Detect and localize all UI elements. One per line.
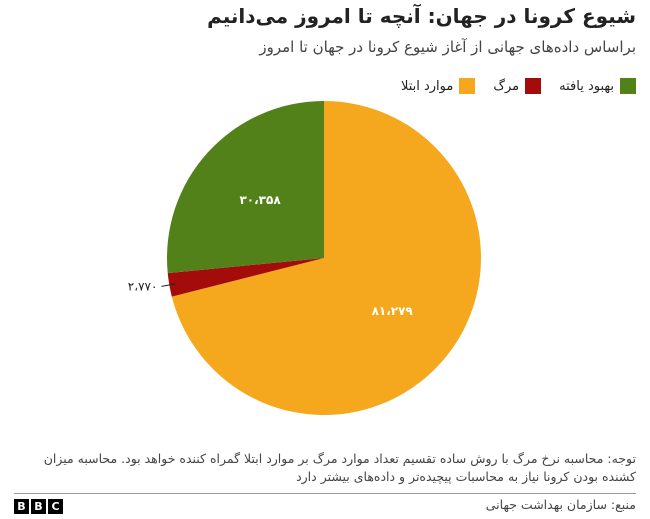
chart-note: توجه: محاسبه نرخ مرگ با روش ساده تقسیم ت… (43, 451, 636, 484)
pie-label-cases: ۸۱،۲۷۹ (372, 304, 414, 318)
legend-swatch-recovered (620, 78, 636, 94)
legend-item-cases: موارد ابتلا (400, 78, 476, 94)
pie-slice-deaths (167, 258, 324, 297)
bbc-logo-letter: B (14, 499, 29, 514)
legend-item-recovered: بهبود یافته (559, 78, 636, 94)
source-text: منبع: سازمان بهداشت جهانی (485, 497, 636, 512)
pie-leader-line (161, 283, 176, 287)
bbc-logo-letter: C (48, 499, 63, 514)
footer-divider (14, 493, 636, 494)
bbc-logo: B B C (14, 499, 63, 514)
pie-label-recovered: ۳۰،۳۵۸ (239, 193, 281, 207)
legend-label-cases: موارد ابتلا (400, 78, 454, 94)
legend-item-deaths: مرگ (493, 78, 542, 94)
legend: بهبود یافته مرگ موارد ابتلا (401, 78, 636, 94)
legend-label-deaths: مرگ (493, 78, 520, 94)
chart-subtitle: براساس داده‌های جهانی از آغاز شیوع کرونا… (259, 38, 636, 56)
legend-swatch-cases (459, 78, 476, 94)
pie-chart: ۸۱،۲۷۹ ۲،۷۷۰ ۳۰،۳۵۸ (128, 101, 482, 416)
pie-slice-recovered (166, 101, 324, 274)
bbc-logo-letter: B (31, 499, 46, 514)
legend-label-recovered: بهبود یافته (559, 78, 614, 94)
chart-title: شیوع کرونا در جهان: آنچه تا امروز می‌دان… (207, 4, 636, 28)
pie-label-deaths: ۲،۷۷۰ (128, 279, 158, 293)
pie-slice-cases (171, 101, 482, 416)
legend-swatch-deaths (525, 78, 542, 94)
